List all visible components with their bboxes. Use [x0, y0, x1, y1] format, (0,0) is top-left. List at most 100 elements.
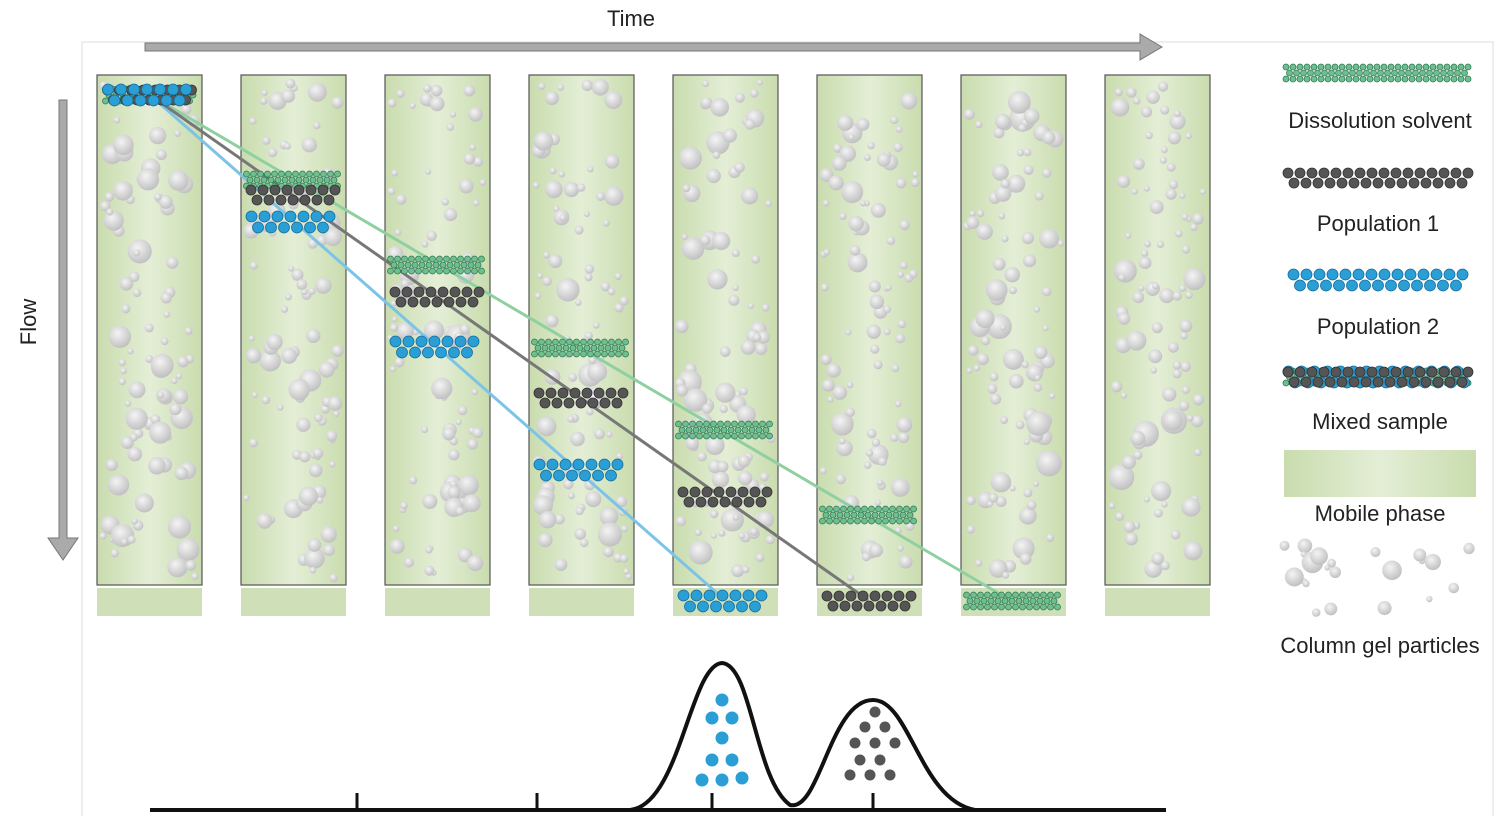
gel-particle [856, 117, 870, 131]
solvent-band [306, 170, 313, 178]
solvent-band [759, 432, 766, 440]
gel-particle [387, 187, 396, 196]
solvent-band [253, 176, 261, 184]
solvent-band [1040, 603, 1047, 611]
gel-particle [1143, 185, 1150, 192]
gel-particle [1108, 464, 1135, 491]
solvent-band [1033, 591, 1040, 599]
solvent-band [720, 426, 728, 434]
solvent-band [766, 420, 773, 428]
solvent-band [246, 176, 254, 184]
gel-particle [992, 164, 1009, 181]
legend-swatch [1420, 177, 1432, 189]
gel-particle [131, 517, 138, 525]
gel-particle [895, 333, 906, 344]
gel-particle [985, 279, 1008, 301]
gel-particle [980, 336, 991, 346]
population2-band [742, 589, 755, 602]
gel-particle [308, 287, 316, 295]
gel-particle [1181, 385, 1190, 395]
gel-particle [148, 126, 167, 145]
gel-particle [144, 323, 154, 333]
gel-particle [1167, 131, 1182, 145]
solvent-band [682, 432, 689, 440]
gel-particle [579, 538, 589, 548]
population1-band [245, 184, 257, 196]
population1-band [845, 590, 857, 602]
gel-particle [472, 199, 480, 207]
solvent-band [397, 261, 405, 269]
legend-swatch [1318, 366, 1330, 378]
solvent-band [1019, 603, 1026, 611]
gel-particle [845, 407, 855, 418]
gel-particle [145, 355, 154, 363]
gel-particle [462, 494, 481, 513]
population1-band [833, 590, 845, 602]
gel-particle [304, 547, 325, 569]
gel-particle [706, 168, 721, 184]
gel-particle [1181, 245, 1191, 254]
legend-swatch [1328, 69, 1335, 77]
solvent-band [562, 344, 570, 352]
legend-swatch [1432, 376, 1444, 388]
gel-particle [676, 384, 688, 397]
population1-band [713, 486, 725, 498]
legend-swatch [1387, 63, 1395, 71]
gel-particle [455, 506, 465, 516]
gel-particle [973, 364, 981, 372]
legend-swatch [1419, 69, 1426, 77]
solvent-band [868, 505, 875, 513]
population2-band [598, 458, 611, 471]
solvent-band [538, 350, 545, 358]
gel-particle [105, 458, 118, 472]
gel-particle [702, 403, 713, 414]
solvent-band [745, 420, 752, 428]
gel-particle [835, 474, 846, 485]
solvent-band [401, 267, 408, 275]
gel-particle [441, 198, 450, 206]
population1-band [455, 296, 467, 308]
gel-particle [883, 328, 891, 336]
gel-particle [1169, 113, 1186, 130]
gel-particle [150, 353, 174, 377]
population1-band [413, 286, 425, 298]
legend-swatch [1300, 268, 1313, 281]
gel-particle [717, 460, 729, 473]
solvent-band [896, 517, 903, 525]
gel-particle [308, 463, 323, 478]
gel-particle [157, 391, 165, 399]
solvent-band [545, 338, 552, 346]
solvent-band [443, 267, 450, 275]
legend-swatch [1293, 69, 1300, 77]
gel-particle [1324, 602, 1338, 616]
legend-swatch [1313, 268, 1326, 281]
gel-particle [895, 125, 903, 133]
gel-particle [761, 303, 770, 312]
solvent-band [675, 420, 682, 428]
gel-particle [536, 272, 544, 279]
gel-particle [993, 127, 1005, 139]
solvent-band [1029, 597, 1037, 605]
solvent-band [323, 176, 331, 184]
gel-particle [1114, 88, 1123, 97]
gel-particle [1382, 560, 1402, 581]
gel-particle [897, 319, 907, 329]
gel-particle [423, 320, 445, 341]
legend-swatch [1464, 63, 1472, 71]
gel-particle [431, 377, 453, 400]
gel-particle [1042, 168, 1052, 178]
gel-particle [890, 478, 910, 497]
gel-particle [288, 378, 310, 401]
population2-band [415, 335, 428, 348]
mixed-sample [167, 83, 179, 96]
gel-particle [449, 111, 457, 118]
gel-particle [966, 367, 973, 374]
solvent-band [436, 267, 443, 275]
population1-band [473, 286, 485, 298]
legend-swatch [1444, 376, 1456, 388]
gel-particle [900, 92, 918, 110]
population1-band [275, 194, 287, 206]
solvent-band [970, 603, 977, 611]
gel-particle [712, 231, 731, 251]
gel-particle [756, 330, 770, 344]
